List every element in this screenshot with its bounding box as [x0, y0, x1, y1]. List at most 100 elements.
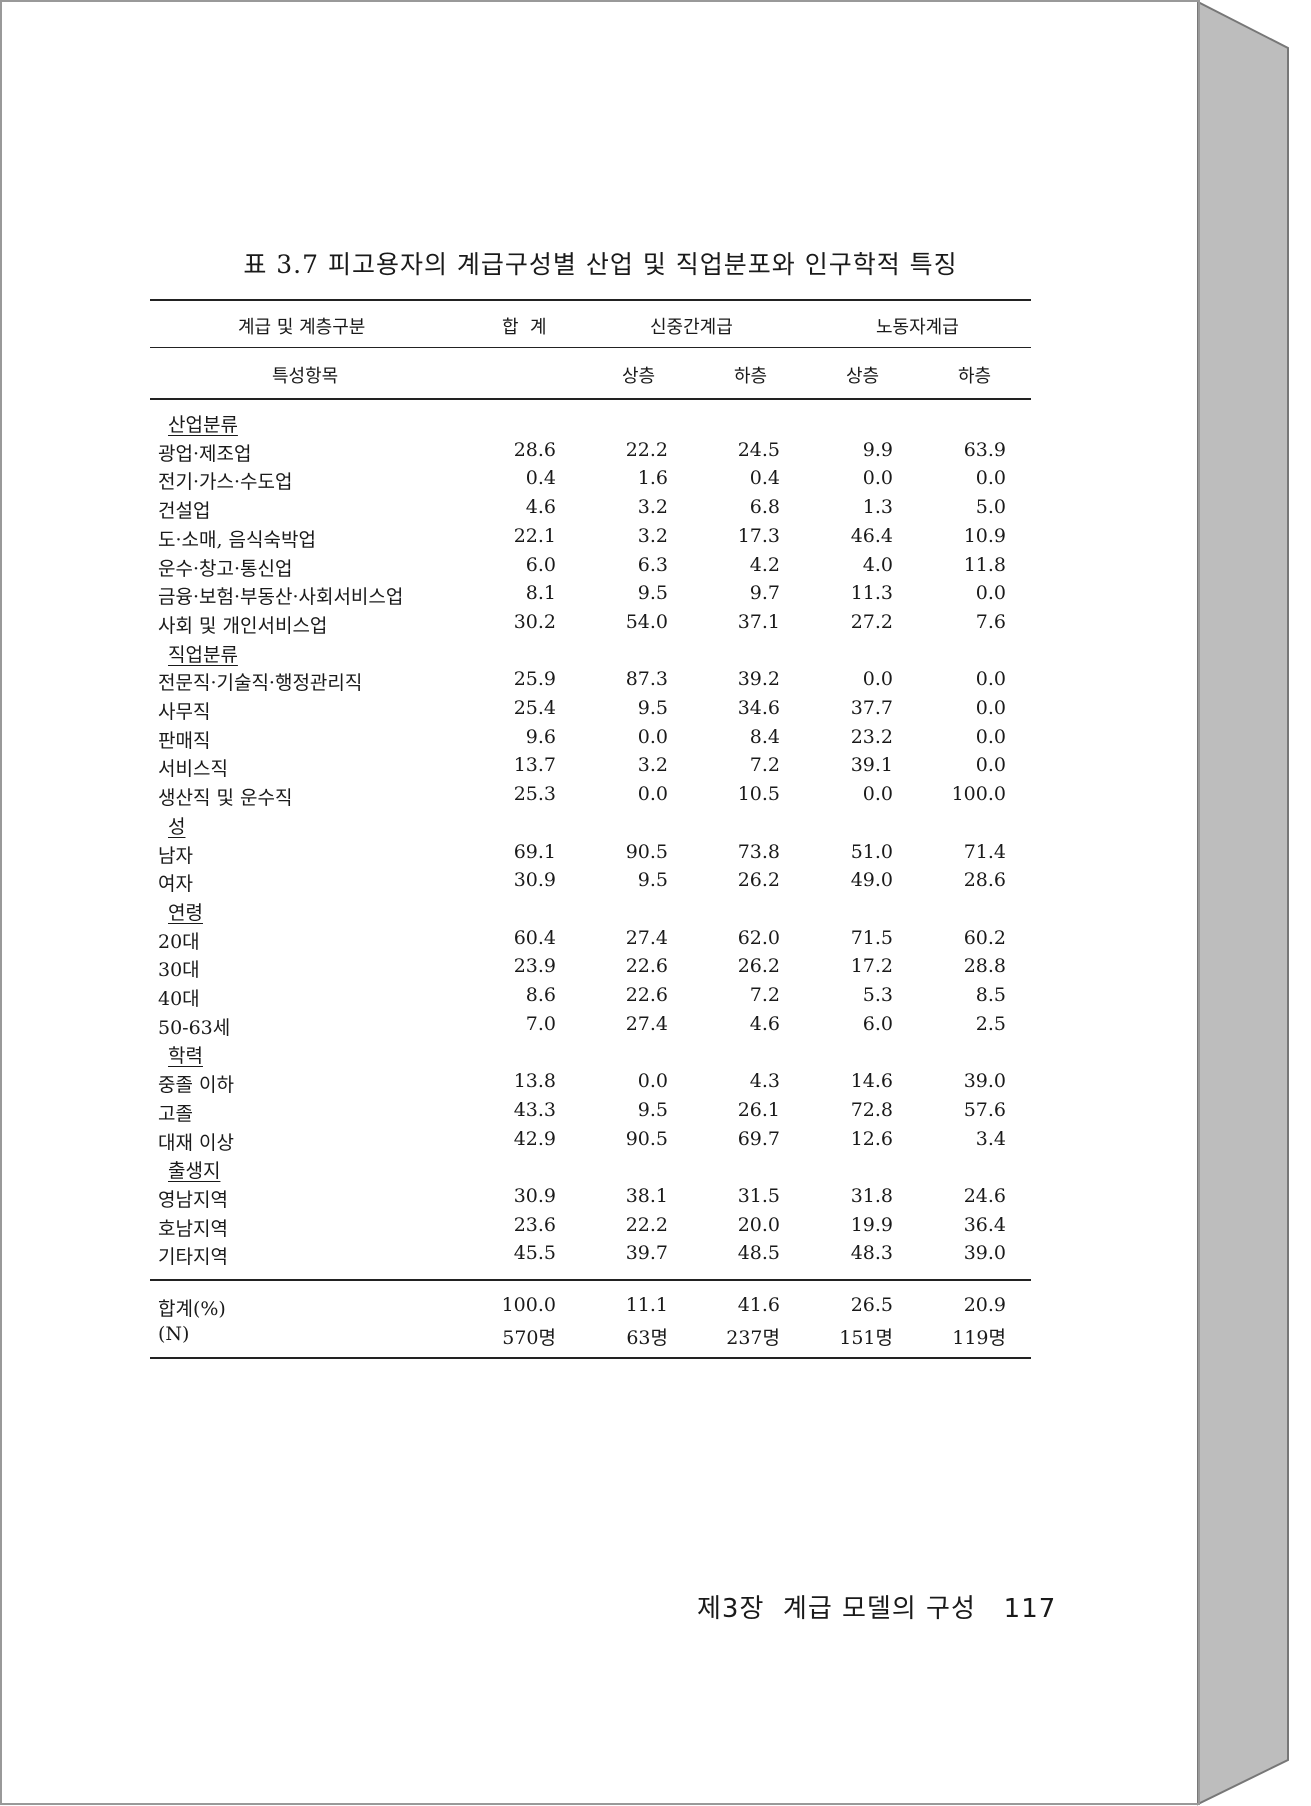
cell-value: 4.6: [525, 496, 556, 519]
table-row: 전기·가스·수도업 0.4 1.6 0.4 0.0 0.0: [150, 467, 1031, 495]
rule-totals-top: [150, 1279, 1031, 1281]
cell-value: 39.2: [737, 668, 780, 691]
cell-value: 4.0: [862, 553, 893, 576]
row-label: 합계(%): [158, 1298, 226, 1320]
cell-value: 0.0: [862, 668, 893, 691]
row-label: 서비스직: [158, 758, 228, 781]
section-label: 연령: [168, 901, 203, 924]
table-row: 여자 30.9 9.5 26.2 49.0 28.6: [150, 869, 1031, 897]
cell-value: 45.5: [513, 1242, 556, 1265]
table-row: 고졸 43.3 9.5 26.1 72.8 57.6: [150, 1099, 1031, 1127]
cell-value: 24.6: [963, 1184, 1006, 1207]
cell-value: 8.6: [525, 984, 556, 1006]
cell-value: 119명: [952, 1326, 1006, 1349]
rule-bottom: [150, 1357, 1031, 1359]
cell-value: 19.9: [850, 1213, 893, 1236]
cell-value: 5.3: [862, 984, 893, 1006]
cell-value: 57.6: [963, 1098, 1006, 1121]
table-row: 운수·창고·통신업 6.0 6.3 4.2 4.0 11.8: [150, 554, 1031, 582]
table-row: (N) 570명 63명 237명 151명 119명: [150, 1323, 1031, 1351]
cell-value: 11.8: [963, 553, 1006, 576]
header-new-middle-class: 신중간계급: [650, 317, 733, 338]
cell-value: 87.3: [625, 668, 668, 691]
cell-value: 7.0: [525, 1012, 556, 1035]
cell-value: 24.5: [737, 438, 780, 461]
section-label: 직업분류: [168, 643, 238, 666]
section-row: 연령: [150, 898, 1031, 926]
header-sub-2: 하층: [734, 366, 768, 387]
cell-value: 39.7: [625, 1242, 668, 1265]
cell-value: 0.0: [975, 668, 1006, 691]
table-row: 판매직 9.6 0.0 8.4 23.2 0.0: [150, 726, 1031, 754]
row-label: 전기·가스·수도업: [158, 471, 293, 494]
row-label: 40대: [158, 988, 200, 1010]
table-row: 영남지역 30.9 38.1 31.5 31.8 24.6: [150, 1185, 1031, 1213]
cell-value: 30.2: [513, 610, 556, 633]
cell-value: 60.4: [513, 926, 556, 949]
cell-value: 22.1: [513, 524, 556, 547]
cell-value: 27.4: [625, 926, 668, 949]
cell-value: 10.9: [963, 524, 1006, 547]
cell-value: 2.5: [975, 1012, 1006, 1035]
cell-value: 31.5: [737, 1184, 780, 1207]
cell-value: 63명: [626, 1326, 668, 1349]
cell-value: 3.2: [637, 496, 668, 519]
cell-value: 39.1: [850, 754, 893, 777]
row-label: 사회 및 개인서비스업: [158, 614, 328, 637]
cell-value: 151명: [839, 1326, 893, 1349]
cell-value: 39.0: [963, 1070, 1006, 1093]
cell-value: 30.9: [513, 869, 556, 892]
cell-value: 22.6: [625, 984, 668, 1006]
cell-value: 8.4: [749, 725, 780, 748]
cell-value: 6.0: [525, 553, 556, 576]
row-label: 50-63세: [158, 1016, 231, 1039]
cell-value: 0.0: [637, 725, 668, 748]
cell-value: 28.6: [963, 869, 1006, 892]
cell-value: 10.5: [737, 783, 780, 806]
cell-value: 6.3: [637, 553, 668, 576]
table-row: 서비스직 13.7 3.2 7.2 39.1 0.0: [150, 754, 1031, 782]
cell-value: 26.1: [737, 1098, 780, 1121]
cell-value: 20.9: [963, 1294, 1006, 1316]
section-label: 출생지: [168, 1160, 221, 1183]
table-title: 표 3.7 피고용자의 계급구성별 산업 및 직업분포와 인구학적 특징: [243, 250, 958, 279]
table-row: 중졸 이하 13.8 0.0 4.3 14.6 39.0: [150, 1070, 1031, 1098]
cell-value: 22.6: [625, 955, 668, 978]
section-row: 학력: [150, 1041, 1031, 1069]
cell-value: 9.5: [637, 582, 668, 605]
cell-value: 22.2: [625, 1213, 668, 1236]
cell-value: 570명: [502, 1326, 556, 1349]
section-label: 산업분류: [168, 414, 238, 436]
cell-value: 62.0: [737, 926, 780, 949]
row-label: 남자: [158, 844, 193, 867]
cell-value: 0.0: [637, 783, 668, 806]
row-label: 사무직: [158, 701, 211, 723]
cell-value: 25.4: [513, 697, 556, 719]
header-class-label: 계급 및 계층구분: [238, 317, 366, 338]
cell-value: 25.9: [513, 668, 556, 691]
cell-value: 7.6: [975, 610, 1006, 633]
table-row: 생산직 및 운수직 25.3 0.0 10.5 0.0 100.0: [150, 783, 1031, 811]
cell-value: 42.9: [513, 1127, 556, 1150]
cell-value: 7.2: [749, 984, 780, 1006]
cell-value: 4.2: [749, 553, 780, 576]
cell-value: 100.0: [951, 783, 1006, 806]
row-label: 건설업: [158, 500, 211, 523]
cell-value: 12.6: [850, 1127, 893, 1150]
cell-value: 11.1: [625, 1294, 668, 1316]
cell-value: 49.0: [850, 869, 893, 892]
header-sub-3: 상층: [846, 366, 880, 387]
cell-value: 41.6: [737, 1294, 780, 1316]
row-label: 여자: [158, 873, 193, 896]
row-label: 고졸: [158, 1102, 193, 1125]
cell-value: 9.5: [637, 869, 668, 892]
cell-value: 3.2: [637, 524, 668, 547]
cell-value: 48.3: [850, 1242, 893, 1265]
table-row: 금융·보험·부동산·사회서비스업 8.1 9.5 9.7 11.3 0.0: [150, 582, 1031, 610]
cell-value: 23.9: [513, 955, 556, 978]
cell-value: 0.4: [525, 467, 556, 490]
cell-value: 0.0: [637, 1070, 668, 1093]
cell-value: 3.2: [637, 754, 668, 777]
row-label: 대재 이상: [158, 1131, 234, 1154]
